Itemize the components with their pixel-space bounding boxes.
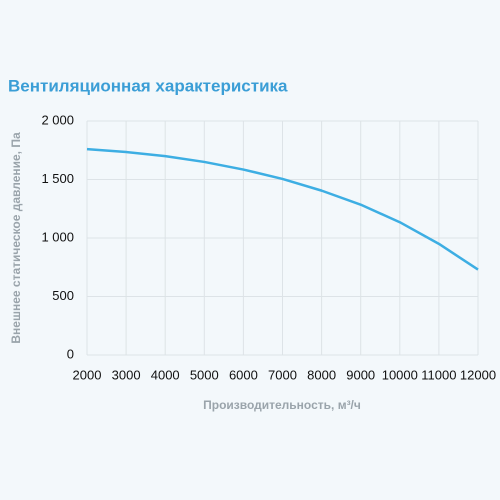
x-tick-label: 5000	[190, 367, 219, 382]
y-tick-label: 500	[52, 288, 74, 303]
y-tick-label: 1 500	[41, 171, 74, 186]
y-axis-label: Внешнее статическое давление, Па	[9, 132, 23, 344]
x-axis-label: Производительность, м³/ч	[203, 398, 361, 412]
x-tick-label: 8000	[307, 367, 336, 382]
x-tick-label: 7000	[268, 367, 297, 382]
x-tick-label: 9000	[346, 367, 375, 382]
x-tick-label: 11000	[421, 367, 456, 382]
data-line	[86, 147, 479, 271]
chart-title: Вентиляционная характеристика	[8, 76, 288, 95]
x-tick-label: 2000	[73, 367, 102, 382]
x-tick-label: 4000	[151, 367, 180, 382]
x-tick-label: 12000	[460, 367, 496, 382]
y-tick-label: 2 000	[41, 112, 74, 127]
x-tick-label: 6000	[229, 367, 258, 382]
x-tick-label: 10000	[382, 367, 418, 382]
y-tick-label: 1 000	[41, 229, 74, 244]
x-tick-label: 3000	[112, 367, 141, 382]
y-tick-label: 0	[67, 346, 74, 361]
